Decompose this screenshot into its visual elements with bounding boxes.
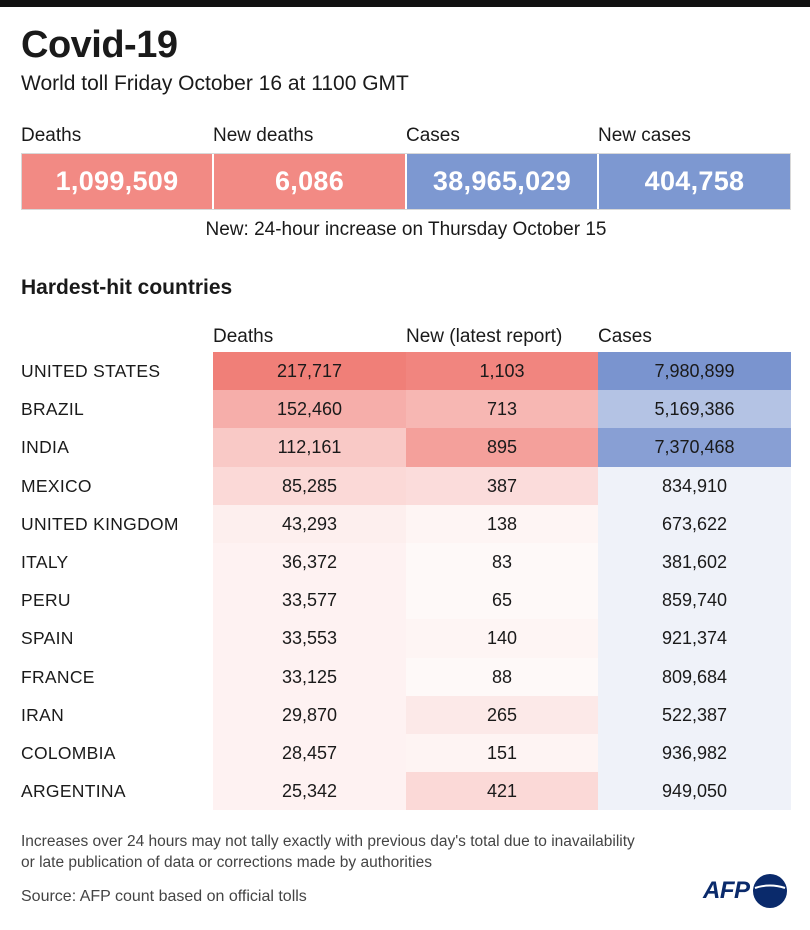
afp-logo: AFP	[703, 873, 788, 909]
cases-cell: 7,370,468	[598, 428, 791, 467]
kpi-label-new-deaths: New deaths	[213, 125, 314, 146]
kpi-row: 1,099,509 6,086 38,965,029 404,758	[21, 153, 791, 210]
deaths-cell: 36,372	[213, 542, 406, 582]
footnote: Increases over 24 hours may not tally ex…	[21, 831, 635, 873]
deaths-cell: 33,125	[213, 657, 406, 696]
country-name: UNITED KINGDOM	[21, 513, 179, 534]
deaths-cell: 43,293	[213, 504, 406, 543]
new-cell: 421	[406, 772, 598, 811]
new-cell: 713	[406, 390, 598, 429]
table-row: PERU 33,577 65 859,740	[21, 581, 791, 620]
new-cell: 83	[406, 542, 598, 582]
deaths-cell: 33,553	[213, 619, 406, 658]
new-cell: 895	[406, 428, 598, 467]
table-row: BRAZIL 152,460 713 5,169,386	[21, 390, 791, 429]
table-row: MEXICO 85,285 387 834,910	[21, 466, 791, 505]
deaths-cell: 25,342	[213, 772, 406, 811]
country-name: MEXICO	[21, 475, 92, 496]
deaths-cell: 152,460	[213, 390, 406, 429]
logo-text: AFP	[703, 877, 750, 904]
deaths-cell: 217,717	[213, 352, 406, 391]
table-row: ITALY 36,372 83 381,602	[21, 542, 791, 582]
cases-cell: 949,050	[598, 772, 791, 811]
globe-icon	[752, 874, 787, 908]
table-row: UNITED STATES 217,717 1,103 7,980,899	[21, 352, 791, 391]
new-cell: 1,103	[406, 352, 598, 391]
kpi-value-cases: 38,965,029	[407, 154, 597, 209]
cases-cell: 936,982	[598, 733, 791, 773]
kpi-label-deaths: Deaths	[21, 125, 82, 146]
cases-cell: 381,602	[598, 542, 791, 582]
table-row: INDIA 112,161 895 7,370,468	[21, 428, 791, 467]
country-name: IRAN	[21, 704, 65, 725]
deaths-cell: 29,870	[213, 695, 406, 734]
country-name: BRAZIL	[21, 399, 85, 420]
table-row: ARGENTINA 25,342 421 949,050	[21, 772, 791, 811]
deaths-cell: 85,285	[213, 466, 406, 505]
footnote-line-1: Increases over 24 hours may not tally ex…	[21, 833, 635, 850]
cases-cell: 809,684	[598, 657, 791, 696]
country-name: COLOMBIA	[21, 742, 116, 763]
source-note: Source: AFP count based on official toll…	[21, 888, 307, 905]
country-name: UNITED STATES	[21, 361, 161, 381]
column-header-cases: Cases	[598, 326, 652, 347]
new-cell: 151	[406, 733, 598, 773]
kpi-value-new-cases: 404,758	[599, 154, 790, 209]
cases-cell: 834,910	[598, 466, 791, 505]
cases-cell: 859,740	[598, 581, 791, 620]
page-subtitle: World toll Friday October 16 at 1100 GMT	[21, 72, 409, 95]
kpi-note: New: 24-hour increase on Thursday Octobe…	[205, 219, 607, 240]
kpi-label-cases: Cases	[406, 125, 460, 146]
new-cell: 387	[406, 466, 598, 505]
top-rule	[0, 0, 810, 7]
column-header-deaths: Deaths	[213, 326, 274, 347]
kpi-value-new-deaths: 6,086	[214, 154, 405, 209]
page-title: Covid-19	[21, 24, 178, 66]
kpi-labels: Deaths New deaths Cases New cases	[21, 125, 791, 149]
countries-table: UNITED STATES 217,717 1,103 7,980,899 BRAZIL…	[21, 352, 791, 811]
new-cell: 138	[406, 504, 598, 543]
country-name: SPAIN	[21, 628, 74, 649]
kpi-label-new-cases: New cases	[598, 125, 691, 146]
cases-cell: 5,169,386	[598, 390, 791, 429]
kpi-value-deaths: 1,099,509	[22, 154, 212, 209]
table-row: UNITED KINGDOM 43,293 138 673,622	[21, 504, 791, 543]
table-row: FRANCE 33,125 88 809,684	[21, 657, 791, 696]
column-header-new: New (latest report)	[406, 326, 563, 347]
table-row: IRAN 29,870 265 522,387	[21, 695, 791, 734]
deaths-cell: 28,457	[213, 733, 406, 773]
cases-cell: 921,374	[598, 619, 791, 658]
footnote-line-2: or late publication of data or correctio…	[21, 854, 432, 871]
cases-cell: 673,622	[598, 504, 791, 543]
new-cell: 65	[406, 581, 598, 620]
country-name: ARGENTINA	[21, 781, 126, 802]
new-cell: 140	[406, 619, 598, 658]
cases-cell: 7,980,899	[598, 352, 791, 391]
cases-cell: 522,387	[598, 695, 791, 734]
new-cell: 265	[406, 695, 598, 734]
table-row: COLOMBIA 28,457 151 936,982	[21, 733, 791, 773]
country-name: INDIA	[21, 437, 70, 458]
table-row: SPAIN 33,553 140 921,374	[21, 619, 791, 658]
section-title: Hardest-hit countries	[21, 276, 233, 299]
country-name: PERU	[21, 590, 71, 611]
deaths-cell: 112,161	[213, 428, 406, 467]
new-cell: 88	[406, 657, 598, 696]
country-name: ITALY	[21, 551, 69, 572]
country-name: FRANCE	[21, 666, 95, 687]
column-headers: Deaths New (latest report) Cases	[21, 326, 791, 352]
deaths-cell: 33,577	[213, 581, 406, 620]
